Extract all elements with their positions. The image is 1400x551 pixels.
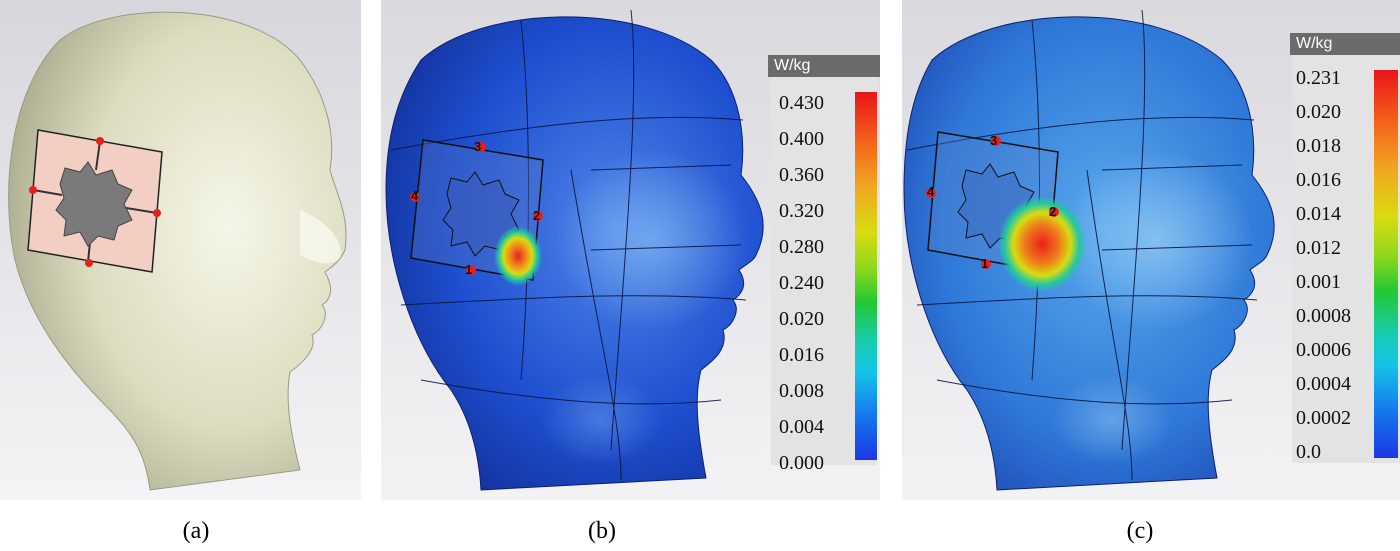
legend-tick-label: 0.0006 (1296, 339, 1351, 361)
port-label: 2 (533, 208, 541, 223)
legend-tick-label: 0.430 (779, 92, 824, 114)
panel-a-head-model (0, 0, 361, 500)
legend-tick-label: 0.016 (779, 344, 824, 366)
port-label: 4 (411, 188, 419, 203)
legend-tick-label: 0.0002 (1296, 407, 1351, 429)
legend-tick-label: 0.280 (779, 236, 824, 258)
port-label: 2 (1049, 204, 1057, 219)
panel-c-sar-distribution: 3 4 2 1 W/kg 0.231 0.020 0.018 0.016 0.014 0.… (902, 0, 1400, 500)
legend-tick-label: 0.360 (779, 164, 824, 186)
port-label: 1 (465, 262, 473, 277)
sar-hotspot-b (494, 226, 542, 286)
caption-c: (c) (1126, 518, 1154, 544)
legend-tick-label: 0.016 (1296, 169, 1341, 191)
legend-unit-b: W/kg (768, 55, 880, 77)
legend-tick-label: 0.320 (779, 200, 824, 222)
head-model-image (0, 0, 361, 500)
caption-b: (b) (588, 518, 616, 544)
port-label: 1 (981, 256, 989, 271)
legend-tick-label: 0.020 (779, 308, 824, 330)
legend-tick-label: 0.0004 (1296, 373, 1351, 395)
legend-tick-label: 0.004 (779, 416, 824, 438)
legend-tick-label: 0.000 (779, 452, 824, 474)
panel-b-sar-distribution: 3 4 2 1 W/kg 0.430 0.400 0.360 0.320 0.280 0.… (381, 0, 880, 500)
head-silhouette (8, 11, 347, 491)
port-label: 3 (990, 133, 998, 148)
legend-tick-label: 0.001 (1296, 271, 1341, 293)
legend-tick-label: 0.400 (779, 128, 824, 150)
legend-unit-c: W/kg (1290, 33, 1400, 55)
colorbar-c (1374, 70, 1398, 458)
legend-tick-label: 0.008 (779, 380, 824, 402)
legend-tick-label: 0.020 (1296, 101, 1341, 123)
legend-tick-label: 0.014 (1296, 203, 1341, 225)
sar-hotspot-c (998, 196, 1086, 292)
fractal-patch (55, 161, 133, 247)
legend-tick-label: 0.018 (1296, 135, 1341, 157)
legend-tick-label: 0.0 (1296, 441, 1321, 463)
port-label: 3 (474, 139, 482, 154)
legend-tick-label: 0.231 (1296, 67, 1341, 89)
legend-tick-label: 0.012 (1296, 237, 1341, 259)
legend-tick-label: 0.0008 (1296, 305, 1351, 327)
legend-tick-label: 0.240 (779, 272, 824, 294)
colorbar-b (855, 92, 877, 460)
port-label: 4 (927, 184, 935, 199)
caption-a: (a) (182, 518, 210, 544)
antenna-substrate (27, 129, 163, 273)
